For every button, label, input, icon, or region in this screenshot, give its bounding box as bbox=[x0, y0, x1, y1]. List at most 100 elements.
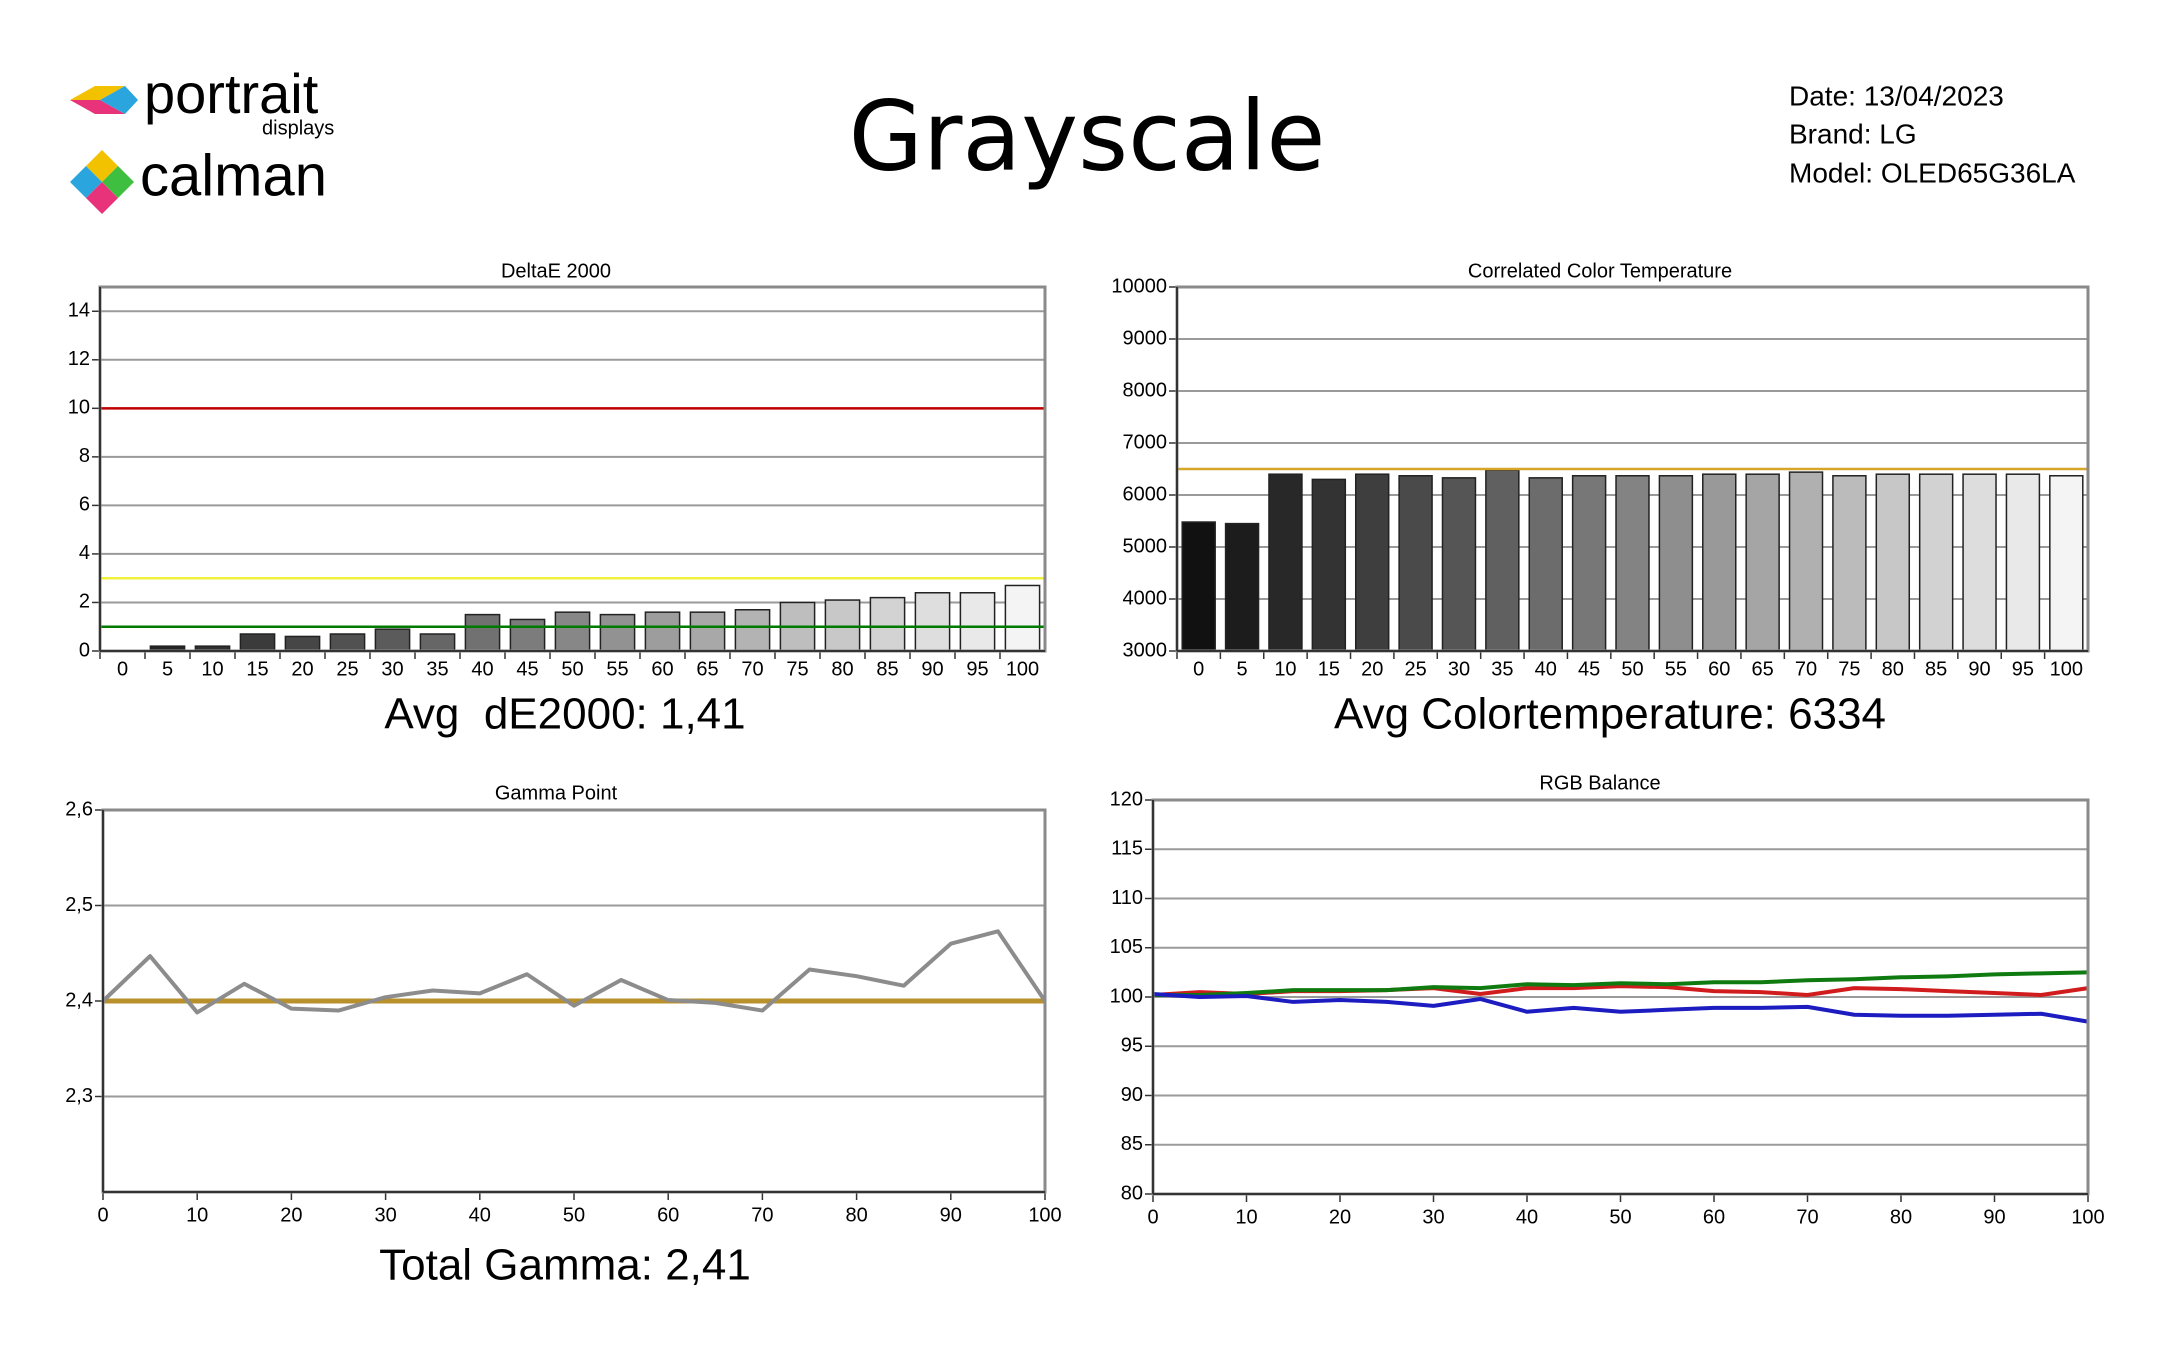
info-line: Model: OLED65G36LA bbox=[1789, 157, 2076, 188]
bar bbox=[1441, 477, 1477, 652]
x-tick-label: 40 bbox=[1516, 1206, 1538, 1228]
bar bbox=[734, 608, 771, 652]
x-tick-label: 20 bbox=[280, 1204, 302, 1226]
logo-shape bbox=[86, 182, 118, 214]
x-tick-label: 70 bbox=[751, 1204, 773, 1226]
y-tick-label: 120 bbox=[1110, 788, 1143, 810]
x-tick-label: 45 bbox=[1578, 658, 1600, 680]
bar bbox=[1658, 475, 1694, 652]
y-tick-label: 115 bbox=[1111, 838, 1143, 860]
y-tick-label: 2,5 bbox=[65, 894, 93, 916]
x-tick-label: 95 bbox=[2012, 658, 2034, 680]
x-tick-label: 60 bbox=[1708, 658, 1730, 680]
x-tick-label: 25 bbox=[1404, 658, 1426, 680]
bar bbox=[1181, 521, 1216, 652]
y-tick-label: 2 bbox=[79, 591, 90, 613]
bar bbox=[1528, 477, 1563, 652]
chart: RGB Balance 80 85 90 95 100 105 110 115 120 0 10 20 3… bbox=[1110, 772, 2105, 1228]
bar bbox=[599, 613, 636, 652]
info-line: Brand: LG bbox=[1789, 118, 1917, 149]
x-tick-label: 60 bbox=[651, 658, 673, 680]
y-tick-label: 8 bbox=[79, 445, 90, 467]
bar bbox=[1788, 471, 1824, 652]
x-tick-label: 40 bbox=[1535, 658, 1557, 680]
chart-annotation: Avg Colortemperature: 6334 bbox=[1334, 690, 1886, 739]
y-tick-label: 12 bbox=[68, 348, 90, 370]
y-tick-label: 2,3 bbox=[65, 1085, 93, 1107]
bar bbox=[1398, 475, 1433, 652]
bar bbox=[1354, 473, 1390, 652]
bar bbox=[869, 596, 906, 652]
bar bbox=[1485, 469, 1520, 652]
x-tick-label: 20 bbox=[291, 658, 313, 680]
x-tick-label: 80 bbox=[831, 658, 853, 680]
x-tick-label: 100 bbox=[2050, 658, 2083, 680]
bar bbox=[1615, 475, 1650, 652]
bar bbox=[284, 635, 321, 652]
bar bbox=[509, 618, 546, 652]
y-tick-label: 110 bbox=[1111, 887, 1143, 909]
x-tick-label: 85 bbox=[876, 658, 898, 680]
x-tick-label: 60 bbox=[657, 1204, 679, 1226]
portrait-logo: portrait displays bbox=[70, 62, 334, 139]
info-line: Date: 13/04/2023 bbox=[1789, 80, 2004, 111]
bar bbox=[1962, 473, 1997, 652]
bar bbox=[1702, 473, 1737, 652]
chart-title: DeltaE 2000 bbox=[501, 260, 611, 282]
x-tick-label: 40 bbox=[469, 1204, 491, 1226]
bar bbox=[1918, 473, 1954, 652]
x-tick-label: 15 bbox=[1318, 658, 1340, 680]
y-tick-label: 4000 bbox=[1123, 587, 1168, 609]
x-tick-label: 0 bbox=[1193, 658, 1204, 680]
x-tick-label: 90 bbox=[921, 658, 943, 680]
chart: Gamma Point 2,3 2,4 2,5 2,6 0 10 20 30 40 50 60 70 80… bbox=[65, 782, 1062, 1289]
x-tick-label: 90 bbox=[940, 1204, 962, 1226]
x-tick-label: 10 bbox=[1274, 658, 1296, 680]
y-tick-label: 6 bbox=[79, 494, 90, 516]
y-tick-label: 10 bbox=[68, 397, 90, 419]
x-tick-label: 90 bbox=[1968, 658, 1990, 680]
x-tick-label: 35 bbox=[1491, 658, 1513, 680]
x-tick-label: 50 bbox=[563, 1204, 585, 1226]
x-tick-label: 80 bbox=[1882, 658, 1904, 680]
bar bbox=[1224, 522, 1260, 652]
y-tick-label: 0 bbox=[79, 639, 90, 661]
x-tick-label: 75 bbox=[1838, 658, 1860, 680]
x-tick-label: 40 bbox=[471, 658, 493, 680]
x-tick-label: 70 bbox=[1795, 658, 1817, 680]
page-title: Grayscale bbox=[849, 80, 1326, 192]
x-tick-label: 90 bbox=[1983, 1206, 2005, 1228]
bar bbox=[1875, 473, 1911, 652]
x-tick-label: 0 bbox=[117, 658, 128, 680]
x-tick-label: 20 bbox=[1329, 1206, 1351, 1228]
x-tick-label: 5 bbox=[1237, 658, 1248, 680]
chart-annotation: Total Gamma: 2,41 bbox=[379, 1241, 751, 1290]
x-tick-label: 55 bbox=[1665, 658, 1687, 680]
x-tick-label: 65 bbox=[696, 658, 718, 680]
plot-frame bbox=[98, 285, 1047, 653]
series-line bbox=[1153, 970, 2089, 998]
x-tick-label: 50 bbox=[1621, 658, 1643, 680]
bar bbox=[1571, 475, 1607, 652]
logo-text: portrait bbox=[144, 62, 319, 125]
bar bbox=[689, 611, 726, 652]
bar bbox=[419, 633, 456, 652]
x-tick-label: 10 bbox=[1235, 1206, 1257, 1228]
x-tick-label: 100 bbox=[1006, 658, 1039, 680]
x-tick-label: 50 bbox=[1609, 1206, 1631, 1228]
bar bbox=[644, 611, 681, 652]
logo-subtext: displays bbox=[262, 117, 334, 139]
bar bbox=[1268, 473, 1303, 652]
logo-text: calman bbox=[140, 143, 327, 208]
bar bbox=[2005, 473, 2041, 652]
y-tick-label: 7000 bbox=[1123, 431, 1168, 453]
calman-logo: calman bbox=[70, 143, 327, 214]
y-tick-label: 6000 bbox=[1123, 483, 1168, 505]
chart-title: RGB Balance bbox=[1539, 772, 1660, 794]
bar bbox=[464, 613, 501, 652]
x-tick-label: 45 bbox=[516, 658, 538, 680]
x-tick-label: 30 bbox=[1448, 658, 1470, 680]
bar bbox=[329, 633, 366, 652]
x-tick-label: 75 bbox=[786, 658, 808, 680]
